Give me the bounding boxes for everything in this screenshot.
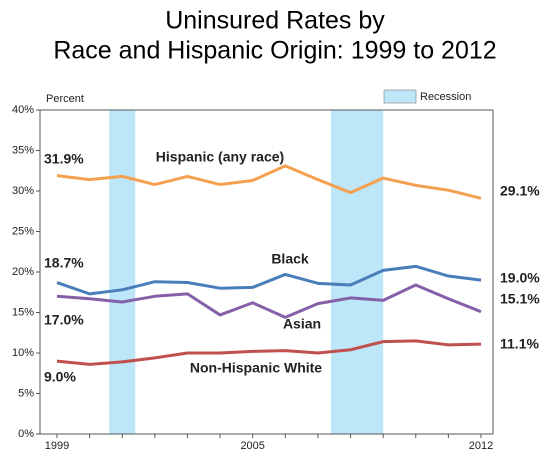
y-tick-label: 0%: [18, 428, 34, 440]
y-tick-label: 5%: [18, 387, 34, 399]
series-line: [56, 164, 482, 200]
series-label: Black: [271, 251, 309, 267]
y-tick-label: 20%: [12, 266, 34, 278]
series-label: Asian: [283, 316, 321, 332]
y-tick-label: 15%: [12, 306, 34, 318]
data-label: 9.0%: [44, 369, 76, 385]
series-label: Non-Hispanic White: [190, 360, 322, 376]
y-tick-label: 40%: [12, 104, 34, 116]
recession-band: [109, 110, 136, 434]
y-tick-label: 10%: [12, 347, 34, 359]
series-line: [56, 339, 482, 366]
chart-title: Uninsured Rates by: [165, 7, 385, 35]
data-label: 19.0%: [500, 270, 540, 286]
y-axis-label: Percent: [46, 93, 84, 105]
data-label: 15.1%: [500, 291, 540, 307]
x-tick-label: 2012: [469, 440, 493, 452]
data-label: 29.1%: [500, 183, 540, 199]
y-tick-label: 30%: [12, 185, 34, 197]
x-tick-label: 1999: [45, 440, 69, 452]
y-tick-label: 25%: [12, 225, 34, 237]
series-line: [56, 264, 482, 296]
recession-band: [330, 110, 384, 434]
chart-title: Race and Hispanic Origin: 1999 to 2012: [53, 37, 496, 65]
y-tick-label: 35%: [12, 144, 34, 156]
data-label: 31.9%: [44, 151, 84, 167]
data-label: 18.7%: [44, 255, 84, 271]
legend-swatch: [383, 89, 417, 104]
series-line: [56, 283, 482, 319]
series-label: Hispanic (any race): [156, 149, 284, 165]
data-label: 17.0%: [44, 312, 84, 328]
data-label: 11.1%: [500, 336, 539, 352]
legend-label: Recession: [420, 91, 471, 103]
x-tick-label: 2005: [240, 440, 264, 452]
